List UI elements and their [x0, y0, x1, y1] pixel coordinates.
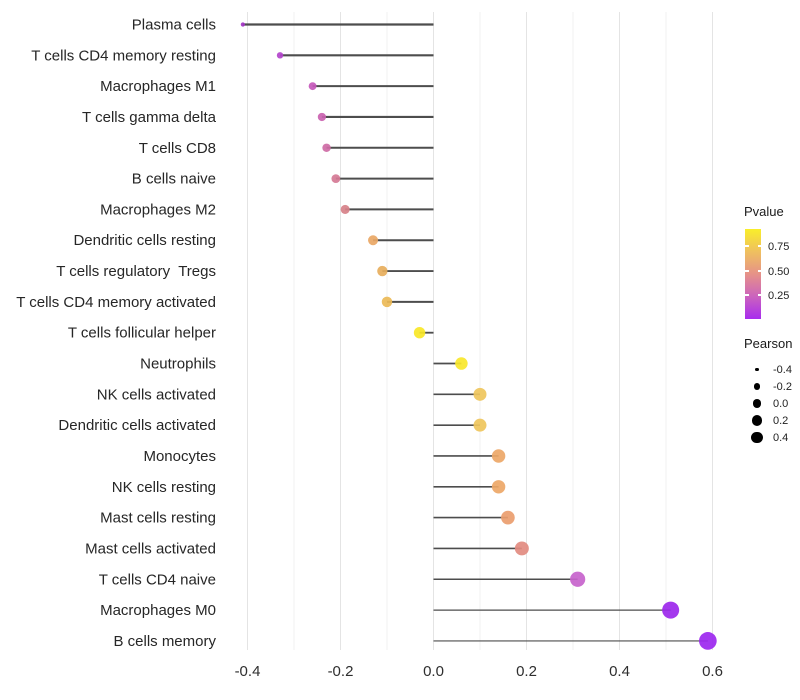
- pearson-key-label: 0.4: [773, 431, 789, 444]
- pearson-key-label: 0.2: [773, 414, 789, 427]
- data-point: [514, 541, 529, 556]
- y-axis-label: Macrophages M1: [100, 78, 216, 95]
- pvalue-tick-mark: [745, 269, 749, 272]
- data-point: [698, 632, 717, 650]
- pvalue-tick-label: 0.25: [768, 289, 790, 302]
- pearson-key-label: -0.2: [773, 380, 792, 393]
- data-point: [473, 418, 487, 432]
- pearson-key-dot: [755, 367, 759, 372]
- x-axis-tick-label: -0.4: [235, 663, 261, 680]
- pearson-legend-title: Pearson: [744, 336, 793, 351]
- pvalue-gradient-bar: [745, 229, 762, 319]
- lollipop-plot: Plasma cells T cells CD4 memory resting Ma…: [16, 12, 723, 680]
- y-axis-label: NK cells resting: [112, 479, 216, 496]
- y-axis-label: Dendritic cells resting: [73, 232, 216, 249]
- pearson-key-dot-box: [744, 383, 770, 390]
- y-axis-label: Plasma cells: [132, 17, 216, 34]
- pearson-key-dot-box: [744, 431, 770, 444]
- pvalue-legend: Pvalue 0.75 0.50 0.25: [744, 204, 800, 325]
- data-point: [276, 52, 284, 59]
- x-axis-tick-label: -0.2: [328, 663, 354, 680]
- data-point: [491, 480, 506, 494]
- y-axis-label: B cells naive: [132, 171, 216, 188]
- y-axis-label: T cells CD8: [139, 140, 216, 157]
- pvalue-tick-mark: [758, 293, 762, 296]
- pearson-legend-entries: -0.4 -0.2 0.0 0.2 0.4: [744, 361, 800, 446]
- y-axis-label: T cells CD4 memory activated: [16, 294, 216, 311]
- pvalue-tick-mark: [758, 245, 762, 248]
- pvalue-tick-mark: [745, 293, 749, 296]
- pvalue-legend-title: Pvalue: [744, 204, 784, 219]
- y-axis-label: T cells CD4 memory resting: [31, 47, 216, 64]
- data-point: [317, 112, 327, 122]
- pearson-key-label: -0.4: [773, 363, 792, 376]
- pearson-legend-entry: 0.4: [744, 429, 800, 446]
- data-point: [413, 326, 426, 339]
- y-axis-label: Dendritic cells activated: [58, 417, 216, 434]
- data-point: [381, 296, 393, 308]
- pvalue-tick-label: 0.75: [768, 241, 790, 254]
- pvalue-tick-mark: [758, 269, 762, 272]
- pearson-legend-entry: 0.0: [744, 395, 800, 412]
- data-point: [473, 387, 487, 401]
- pvalue-tick-label: 0.50: [768, 265, 790, 278]
- x-axis-tick-label: 0.6: [702, 663, 723, 680]
- y-axis-label: B cells memory: [113, 633, 216, 650]
- pearson-key-dot-box: [744, 415, 770, 426]
- data-point: [570, 571, 586, 587]
- y-axis-label: Mast cells activated: [85, 540, 216, 557]
- y-axis-label: Macrophages M0: [100, 602, 216, 619]
- pearson-legend-entry: -0.2: [744, 378, 800, 395]
- y-axis-label: Monocytes: [143, 448, 216, 465]
- pvalue-tick-mark: [745, 245, 749, 248]
- data-point: [331, 174, 341, 183]
- pearson-size-legend: Pearson -0.4 -0.2 0.0 0.2 0.4: [744, 336, 800, 446]
- y-axis-label: T cells follicular helper: [68, 325, 216, 342]
- data-point: [377, 265, 388, 277]
- data-point: [368, 235, 379, 246]
- y-axis-label: Macrophages M2: [100, 201, 216, 218]
- y-axis-label: T cells gamma delta: [82, 109, 217, 126]
- pearson-key-dot: [753, 383, 761, 390]
- y-axis-label: Neutrophils: [140, 356, 216, 373]
- data-point: [501, 510, 515, 525]
- pearson-key-dot: [751, 431, 763, 444]
- data-point: [491, 449, 506, 463]
- y-axis-label: NK cells activated: [97, 386, 216, 403]
- pvalue-gradient-wrap: 0.75 0.50 0.25: [744, 229, 800, 325]
- x-axis-tick-label: 0.4: [609, 663, 630, 680]
- pearson-legend-entry: 0.2: [744, 412, 800, 429]
- data-point: [662, 601, 680, 619]
- x-axis-tick-label: 0.2: [516, 663, 537, 680]
- y-axis-label: Mast cells resting: [100, 510, 216, 527]
- pearson-key-label: 0.0: [773, 397, 789, 410]
- data-point: [308, 82, 317, 91]
- pearson-key-dot-box: [744, 367, 770, 372]
- data-point: [322, 143, 331, 152]
- data-point: [455, 357, 468, 370]
- y-axis-label: T cells CD4 naive: [99, 571, 216, 588]
- data-point: [240, 22, 245, 27]
- data-point: [340, 204, 350, 214]
- y-axis-label: T cells regulatory Tregs: [56, 263, 216, 280]
- pearson-key-dot-box: [744, 399, 770, 408]
- pearson-key-dot: [751, 415, 763, 426]
- pearson-key-dot: [752, 399, 762, 408]
- pearson-legend-entry: -0.4: [744, 361, 800, 378]
- x-axis-tick-label: 0.0: [423, 663, 444, 680]
